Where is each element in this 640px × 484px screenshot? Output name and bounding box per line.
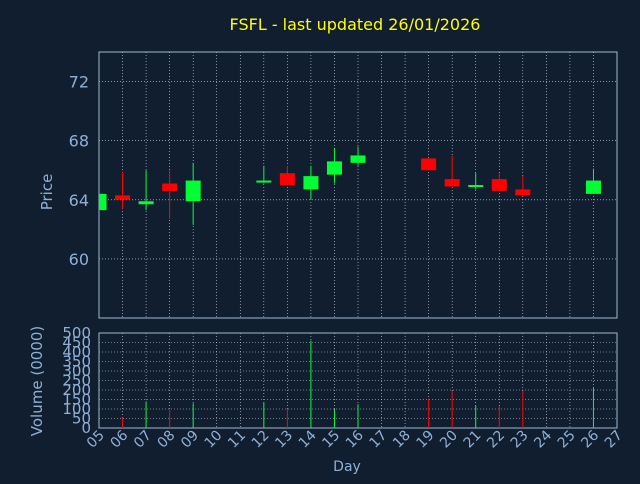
candle-body-up: [585, 180, 601, 194]
volume-tick-label: 400: [62, 343, 91, 361]
volume-tick-label: 250: [62, 372, 91, 390]
price-tick-label: 72: [69, 73, 89, 92]
candle-body-down: [491, 179, 507, 191]
volume-tick-label: 200: [62, 381, 91, 399]
x-tick-label: 06: [107, 427, 131, 451]
candle-body-up: [99, 193, 107, 211]
x-tick-label: 14: [296, 427, 320, 451]
x-tick-label: 10: [202, 428, 226, 452]
x-tick-label: 25: [555, 428, 579, 452]
candle-body-up: [185, 180, 201, 202]
x-tick-label: 08: [155, 428, 179, 452]
volume-tick-label: 0: [81, 419, 91, 437]
x-tick-label: 17: [366, 428, 390, 452]
volume-tick-label: 500: [62, 324, 91, 342]
price-axis-label: Price: [38, 174, 56, 211]
price-tick-label: 60: [69, 250, 89, 269]
x-tick-label: 21: [461, 428, 485, 452]
price-panel-frame: [98, 51, 618, 319]
x-tick-label: 22: [484, 428, 508, 452]
volume-tick-label: 50: [72, 410, 91, 428]
candle-body-up: [350, 155, 366, 163]
volume-tick-label: 300: [62, 362, 91, 380]
x-tick-label: 11: [225, 428, 249, 452]
candle-body-up: [468, 185, 484, 187]
volume-tick-label: 450: [62, 334, 91, 352]
candle-body-down: [162, 183, 178, 191]
x-axis-label: Day: [333, 459, 361, 475]
candle-body-down: [444, 179, 460, 187]
x-tick-label: 18: [390, 428, 414, 452]
price-tick-label: 68: [69, 132, 89, 151]
candle-body-down: [421, 158, 437, 171]
volume-axis-label: Volume (0000): [28, 326, 46, 436]
candles-group: [99, 146, 601, 225]
x-tick-label: 19: [414, 428, 438, 452]
candle-body-up: [256, 180, 272, 183]
candle-body-up: [138, 201, 154, 205]
x-tick-label: 07: [131, 428, 155, 452]
candle-body-down: [279, 173, 295, 185]
x-tick-label: 26: [578, 427, 602, 451]
price-tick-label: 64: [69, 191, 89, 210]
candle-body-down: [115, 195, 131, 200]
x-tick-label: 20: [437, 428, 461, 452]
x-tick-label: 13: [272, 428, 296, 452]
x-tick-label: 23: [508, 428, 532, 452]
volume-tick-label: 350: [62, 353, 91, 371]
chart-title: FSFL - last updated 26/01/2026: [230, 15, 481, 34]
volume-tick-label: 100: [62, 400, 91, 418]
volume-tick-label: 150: [62, 391, 91, 409]
x-tick-label: 12: [249, 428, 273, 452]
x-tick-label: 24: [531, 427, 555, 451]
x-tick-label: 09: [178, 428, 202, 452]
candle-body-up: [326, 161, 342, 175]
candle-body-down: [515, 189, 531, 196]
x-tick-label: 15: [319, 428, 343, 452]
candle-body-up: [303, 176, 319, 190]
x-tick-label: 27: [602, 428, 626, 452]
x-tick-label: 16: [343, 427, 367, 451]
